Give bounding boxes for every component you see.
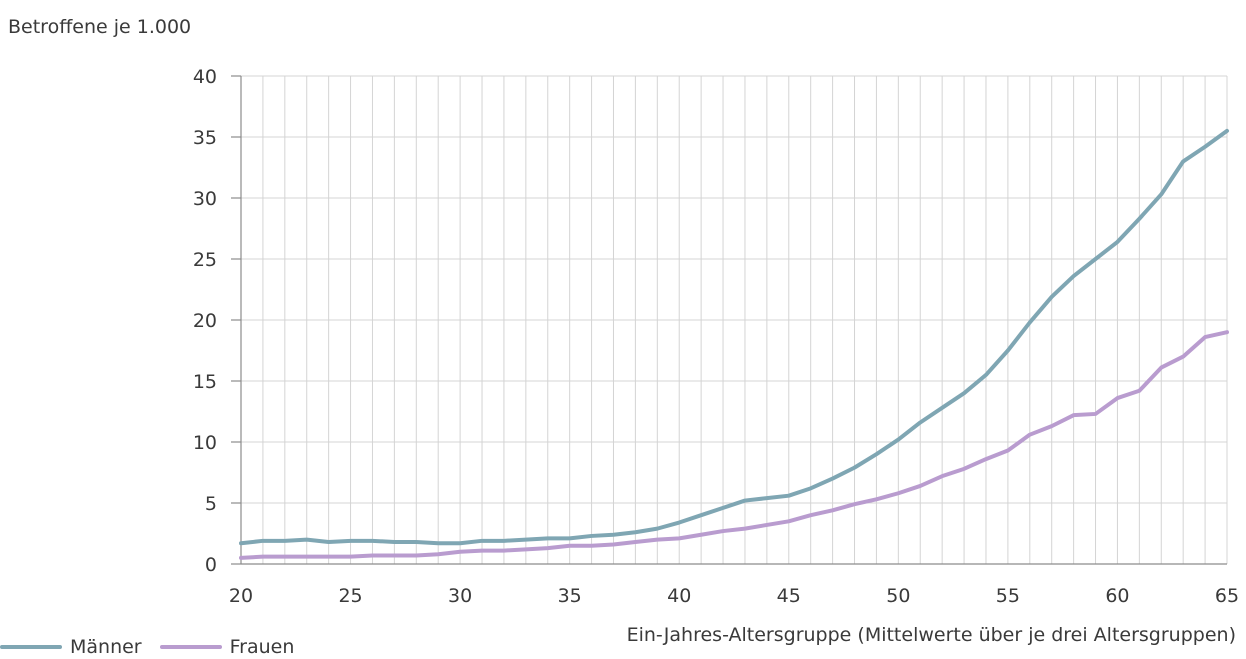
x-tick-label: 20 (229, 585, 253, 607)
x-tick-label: 45 (777, 585, 801, 607)
x-tick-label: 55 (996, 585, 1020, 607)
series-line-frauen (239, 330, 1229, 560)
y-tick-label: 35 (193, 127, 217, 149)
legend-swatch-maenner (0, 645, 62, 649)
legend-swatch-frauen (159, 645, 222, 649)
legend-label-frauen: Frauen (229, 636, 295, 658)
x-tick-label: 50 (886, 585, 910, 607)
y-tick-label: 30 (193, 188, 217, 210)
x-axis-title: Ein-Jahres-Altersgruppe (Mittelwerte übe… (626, 624, 1236, 646)
x-tick-label: 40 (667, 585, 691, 607)
y-tick-labels: 0 5 10 15 20 25 30 35 40 (193, 66, 217, 576)
series-line-maenner (239, 128, 1229, 546)
y-tick-label: 25 (193, 249, 217, 271)
y-tick-label: 10 (193, 432, 217, 454)
y-axis-title: Betroffene je 1.000 (8, 16, 192, 38)
series-lines (239, 128, 1229, 560)
y-tick-label: 20 (193, 310, 217, 332)
x-tick-label: 60 (1105, 585, 1129, 607)
legend: Männer Frauen (0, 636, 312, 658)
legend-item-frauen: Frauen (159, 636, 295, 658)
x-tick-label: 35 (558, 585, 582, 607)
y-tick-label: 5 (205, 493, 217, 515)
y-tick-label: 15 (193, 371, 217, 393)
x-tick-label: 25 (338, 585, 362, 607)
grid-lines (240, 75, 1228, 565)
axes (231, 75, 1227, 565)
x-tick-labels: 20 25 30 35 40 45 50 55 60 65 (229, 585, 1239, 607)
x-tick-label: 65 (1215, 585, 1239, 607)
x-tick-label: 30 (448, 585, 472, 607)
legend-item-maenner: Männer (0, 636, 142, 658)
y-tick-label: 0 (205, 554, 217, 576)
legend-label-maenner: Männer (70, 636, 142, 658)
y-tick-label: 40 (193, 66, 217, 88)
